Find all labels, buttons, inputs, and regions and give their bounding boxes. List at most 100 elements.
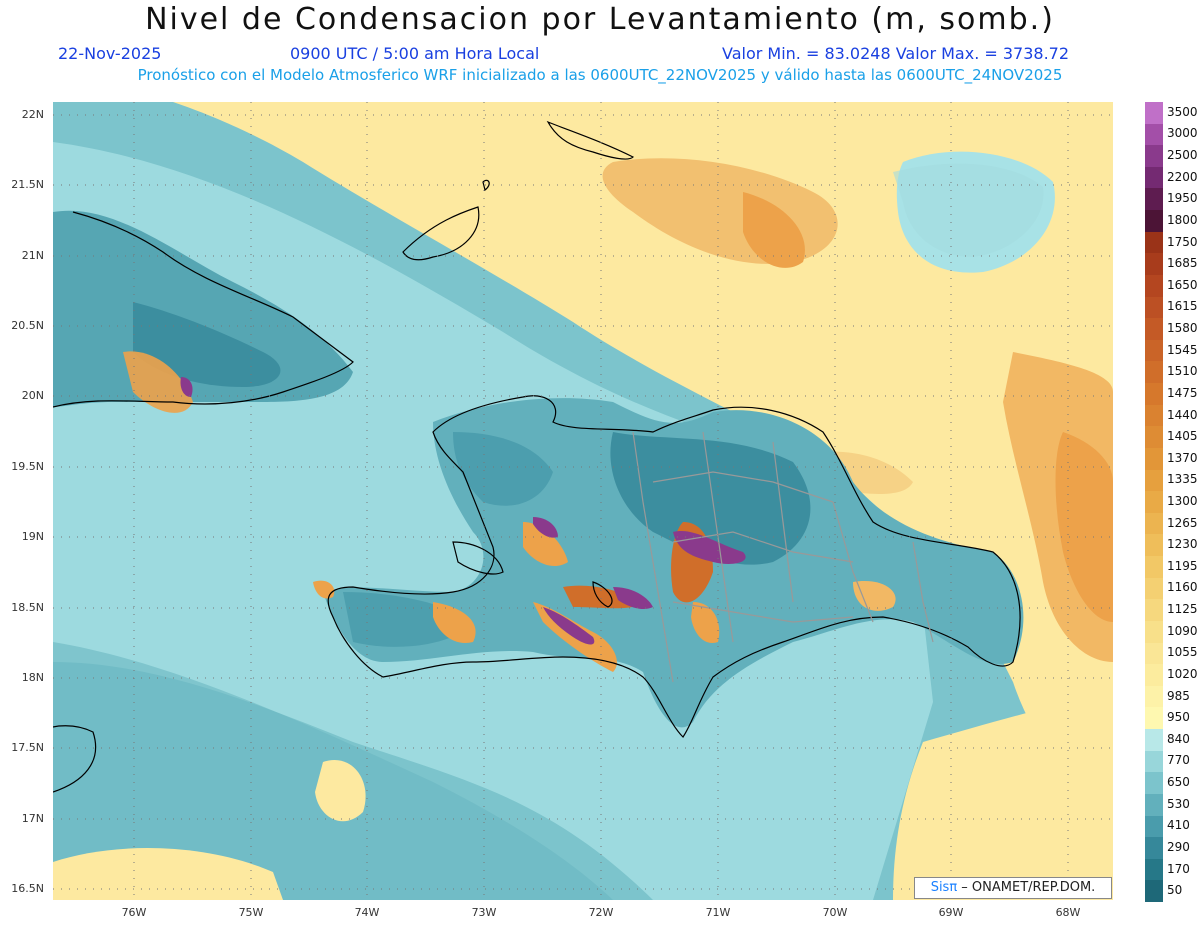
forecast-date: 22-Nov-2025 bbox=[58, 44, 162, 63]
legend-label: 650 bbox=[1167, 775, 1190, 790]
legend-label: 1195 bbox=[1167, 558, 1198, 573]
lon-label-72w: 72W bbox=[588, 906, 614, 919]
lon-label-71w: 71W bbox=[705, 906, 731, 919]
legend-swatch bbox=[1145, 642, 1163, 665]
legend-swatch bbox=[1145, 620, 1163, 644]
legend-label: 1685 bbox=[1167, 256, 1198, 271]
legend-label: 1090 bbox=[1167, 623, 1198, 638]
legend-label: 170 bbox=[1167, 861, 1190, 876]
legend-label: 50 bbox=[1167, 883, 1183, 898]
legend-swatch bbox=[1145, 707, 1163, 730]
legend-swatch bbox=[1145, 253, 1163, 276]
legend-label: 3500 bbox=[1167, 104, 1198, 119]
warm-region bbox=[173, 102, 1113, 822]
legend-label: 1160 bbox=[1167, 580, 1198, 595]
lon-label-75w: 75W bbox=[238, 906, 264, 919]
legend-label: 1265 bbox=[1167, 515, 1198, 530]
legend-swatch bbox=[1145, 383, 1163, 406]
legend-label: 1475 bbox=[1167, 385, 1198, 400]
legend-label: 1650 bbox=[1167, 277, 1198, 292]
legend-label: 770 bbox=[1167, 753, 1190, 768]
legend-swatch bbox=[1145, 837, 1163, 860]
lat-label-17n: 17N bbox=[21, 812, 44, 825]
legend-swatch bbox=[1145, 685, 1163, 708]
legend-label: 290 bbox=[1167, 839, 1190, 854]
legend-swatch bbox=[1145, 577, 1163, 600]
legend-swatch bbox=[1145, 102, 1163, 125]
legend-label: 1020 bbox=[1167, 666, 1198, 681]
legend-swatch bbox=[1145, 556, 1163, 579]
legend-label: 1510 bbox=[1167, 364, 1198, 379]
legend-swatch bbox=[1145, 296, 1163, 319]
lon-label-68w: 68W bbox=[1055, 906, 1081, 919]
lat-label-20n: 20N bbox=[21, 389, 44, 402]
legend-swatch bbox=[1145, 469, 1163, 492]
legend-swatch bbox=[1145, 599, 1163, 622]
lon-label-73w: 73W bbox=[471, 906, 497, 919]
lon-label-76w: 76W bbox=[121, 906, 147, 919]
legend-swatch bbox=[1145, 361, 1163, 384]
legend-swatch bbox=[1145, 274, 1163, 298]
legend-swatch bbox=[1145, 188, 1163, 211]
legend-label: 1300 bbox=[1167, 494, 1198, 508]
graticule bbox=[53, 102, 1113, 900]
lon-label-70w: 70W bbox=[822, 906, 848, 919]
legend-label: 410 bbox=[1167, 818, 1190, 833]
legend-label: 1440 bbox=[1167, 407, 1198, 422]
legend-swatch bbox=[1145, 815, 1163, 838]
legend-swatch bbox=[1145, 447, 1163, 471]
legend-swatch bbox=[1145, 210, 1163, 233]
legend-swatch bbox=[1145, 793, 1163, 816]
coastline bbox=[53, 120, 1021, 793]
legend-swatch bbox=[1145, 880, 1163, 903]
forecast-time: 0900 UTC / 5:00 am Hora Local bbox=[290, 44, 540, 63]
model-info: Pronóstico con el Modelo Atmosferico WRF… bbox=[137, 66, 1063, 84]
lat-label-19n: 19N bbox=[21, 530, 44, 543]
legend-label: 2200 bbox=[1167, 169, 1198, 184]
lat-label-19-5n: 19.5N bbox=[11, 460, 44, 473]
legend-label: 1615 bbox=[1167, 299, 1198, 314]
legend-swatch bbox=[1145, 231, 1163, 254]
legend-swatch bbox=[1145, 512, 1163, 535]
legend-label: 950 bbox=[1167, 710, 1190, 725]
legend-label: 1750 bbox=[1167, 234, 1198, 249]
legend-label: 1545 bbox=[1167, 342, 1198, 357]
legend-label: 1405 bbox=[1167, 429, 1198, 444]
legend-label: 530 bbox=[1167, 796, 1190, 811]
legend-swatch bbox=[1145, 145, 1163, 168]
legend-swatch bbox=[1145, 750, 1163, 773]
legend-label: 1950 bbox=[1167, 191, 1198, 206]
legend-swatch bbox=[1145, 339, 1163, 362]
legend-swatch bbox=[1145, 772, 1163, 795]
lat-label-21-5n: 21.5N bbox=[11, 178, 44, 191]
color-legend bbox=[1145, 102, 1163, 903]
lat-label-22n: 22N bbox=[21, 108, 44, 121]
lon-label-69w: 69W bbox=[938, 906, 964, 919]
legend-swatch bbox=[1145, 858, 1163, 881]
legend-swatch bbox=[1145, 166, 1163, 189]
value-range: Valor Min. = 83.0248 Valor Max. = 3738.7… bbox=[722, 44, 1070, 63]
legend-label: 1580 bbox=[1167, 321, 1198, 336]
lat-label-18-5n: 18.5N bbox=[11, 601, 44, 614]
legend-swatch bbox=[1145, 729, 1163, 752]
credit-text: – ONAMET/REP.DOM. bbox=[957, 880, 1096, 895]
legend-swatch bbox=[1145, 318, 1163, 341]
lon-label-74w: 74W bbox=[354, 906, 380, 919]
legend-label: 1125 bbox=[1167, 602, 1198, 617]
legend-swatch bbox=[1145, 123, 1163, 146]
sispi-logo-text: Sisπ bbox=[930, 880, 958, 895]
legend-swatch bbox=[1145, 491, 1163, 514]
legend-label: 840 bbox=[1167, 731, 1190, 746]
legend-swatch bbox=[1145, 534, 1163, 557]
legend-label: 1230 bbox=[1167, 537, 1198, 552]
legend-label: 2500 bbox=[1167, 148, 1198, 163]
credit-box: Sisπ – ONAMET/REP.DOM. bbox=[914, 877, 1112, 899]
lat-label-17-5n: 17.5N bbox=[11, 741, 44, 754]
map-title: Nivel de Condensacion por Levantamiento … bbox=[145, 2, 1055, 37]
lat-label-16-5n: 16.5N bbox=[11, 882, 44, 895]
legend-label: 1335 bbox=[1167, 472, 1198, 487]
legend-label: 985 bbox=[1167, 688, 1190, 703]
lat-label-18n: 18N bbox=[21, 671, 44, 684]
legend-swatch bbox=[1145, 664, 1163, 687]
legend-label: 3000 bbox=[1167, 126, 1198, 141]
